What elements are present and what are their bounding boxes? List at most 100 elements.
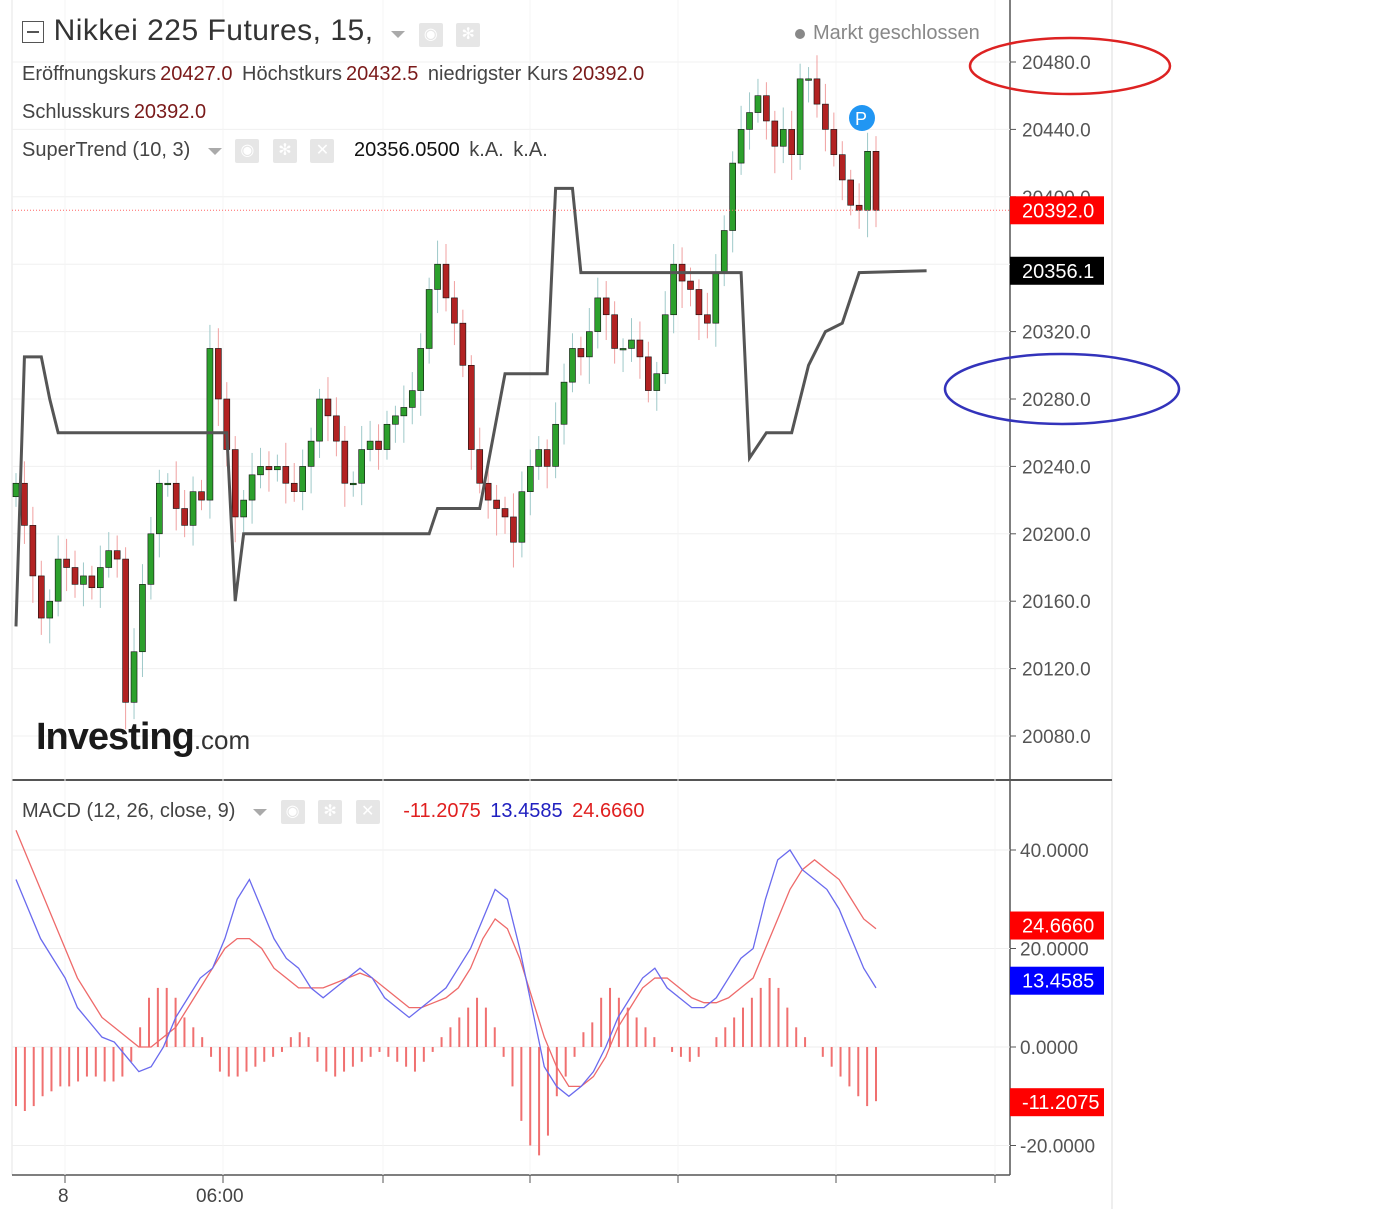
close-icon[interactable]: ✕ [310, 139, 335, 163]
candle [324, 398, 332, 417]
close-icon[interactable]: ✕ [355, 800, 380, 824]
macd-name: MACD (12, 26, close, 9) [22, 800, 236, 823]
open-label: Eröffnungskurs [22, 63, 157, 85]
candle [645, 356, 652, 391]
macd-tick-label: -20.0000 [1020, 1137, 1095, 1158]
candle [788, 129, 795, 155]
price-tick-label: 20120.0 [1022, 660, 1091, 681]
gear-icon[interactable]: ✻ [456, 22, 481, 47]
low-value: 20392.0 [571, 63, 645, 85]
candle [307, 440, 315, 467]
candle [282, 466, 290, 484]
candle [400, 407, 408, 417]
candle [113, 550, 121, 560]
candle [864, 151, 871, 211]
close-value: 20392.0 [133, 101, 207, 123]
macd-histogram-value: -11.2075 [403, 800, 481, 823]
supertrend-legend: SuperTrend (10, 3) ◉ ✻ ✕ 20356.0500 k.A.… [22, 139, 552, 163]
macd-signal-label: 24.6660 [1022, 916, 1094, 938]
time-label-8: 8 [58, 1186, 69, 1207]
price-tick-label: 20080.0 [1022, 727, 1091, 748]
supertrend-na-2: k.A. [513, 139, 548, 162]
ohlc-row-1: Eröffnungskurs 20427.0 Höchstkurs 20432.5 … [22, 63, 648, 86]
candle [63, 558, 70, 568]
macd-legend: MACD (12, 26, close, 9) ◉ ✻ ✕ -11.2075 1… [22, 800, 648, 824]
p-marker-icon [849, 105, 875, 131]
candle [451, 297, 458, 324]
candle [46, 600, 54, 619]
logo-suffix: .com [193, 725, 251, 755]
supertrend-value: 20356.0500 [354, 139, 460, 162]
candle [349, 482, 357, 486]
gear-icon[interactable]: ✻ [272, 139, 297, 163]
candle [408, 390, 416, 408]
candle [21, 482, 28, 526]
eye-icon[interactable]: ◉ [280, 800, 305, 824]
candle [847, 179, 855, 206]
candle [459, 322, 467, 366]
candle [602, 297, 610, 316]
candle [425, 289, 433, 349]
candle [510, 516, 517, 543]
candle [240, 499, 247, 518]
low-label: niedrigster Kurs [427, 63, 568, 85]
macd-macd-label-bg [1010, 966, 1104, 995]
candle [628, 339, 635, 349]
last-price-label: 20392.0 [1022, 200, 1094, 222]
chevron-down-icon[interactable] [207, 147, 222, 155]
candle [358, 449, 365, 484]
supertrend-name: SuperTrend (10, 3) [22, 139, 191, 162]
investing-logo: Investing.com [36, 716, 250, 759]
candle [687, 280, 694, 290]
collapse-icon[interactable] [22, 20, 44, 43]
open-value: 20427.0 [160, 63, 233, 85]
candle [198, 491, 205, 501]
candle [130, 651, 138, 703]
ohlc-row-2: Schlusskurs 20392.0 [22, 101, 210, 124]
candle [805, 78, 812, 81]
supertrend-line [14, 186, 927, 627]
p-marker-text: P [855, 109, 867, 129]
candle [569, 348, 576, 383]
price-tick-label: 20280.0 [1022, 390, 1091, 411]
macd-signal-line [15, 830, 877, 1088]
candle [661, 314, 669, 375]
chevron-down-icon[interactable] [391, 31, 406, 39]
candle [838, 154, 846, 181]
candle [257, 466, 264, 476]
eye-icon[interactable]: ◉ [235, 139, 260, 163]
chevron-down-icon[interactable] [252, 808, 267, 816]
last-price-label-bg [1010, 196, 1104, 225]
candle [779, 129, 787, 147]
candle [813, 78, 821, 105]
red-ellipse-annotation [968, 36, 1172, 96]
macd-signal-label-bg [1010, 911, 1104, 940]
macd-macd-label: 13.4585 [1022, 971, 1094, 993]
high-label: Höchstkurs [242, 63, 343, 85]
candle [316, 398, 323, 442]
market-status: Markt geschlossen [795, 22, 980, 45]
close-label: Schlusskurs [22, 101, 130, 123]
chart-title-row: Nikkei 225 Futures, 15, ◉ ✻ [22, 14, 484, 48]
gear-icon[interactable]: ✻ [318, 800, 343, 824]
candle [333, 415, 340, 442]
candle [872, 151, 880, 211]
candle [231, 449, 239, 518]
chart-title: Nikkei 225 Futures, 15, [53, 14, 374, 47]
candle [594, 297, 602, 332]
candle [12, 482, 20, 498]
price-tick-label: 20160.0 [1022, 592, 1091, 613]
candle [206, 348, 214, 501]
eye-icon[interactable]: ◉ [418, 22, 443, 47]
blue-ellipse-annotation [943, 352, 1181, 426]
high-value: 20432.5 [346, 63, 419, 85]
candle [290, 482, 298, 492]
supertrend-label: 20356.1 [1022, 261, 1094, 283]
candle [147, 533, 155, 585]
candle [366, 440, 374, 450]
macd-tick-label: 40.0000 [1020, 841, 1089, 862]
candle [543, 449, 551, 467]
candle [139, 584, 146, 653]
candle [156, 482, 163, 535]
